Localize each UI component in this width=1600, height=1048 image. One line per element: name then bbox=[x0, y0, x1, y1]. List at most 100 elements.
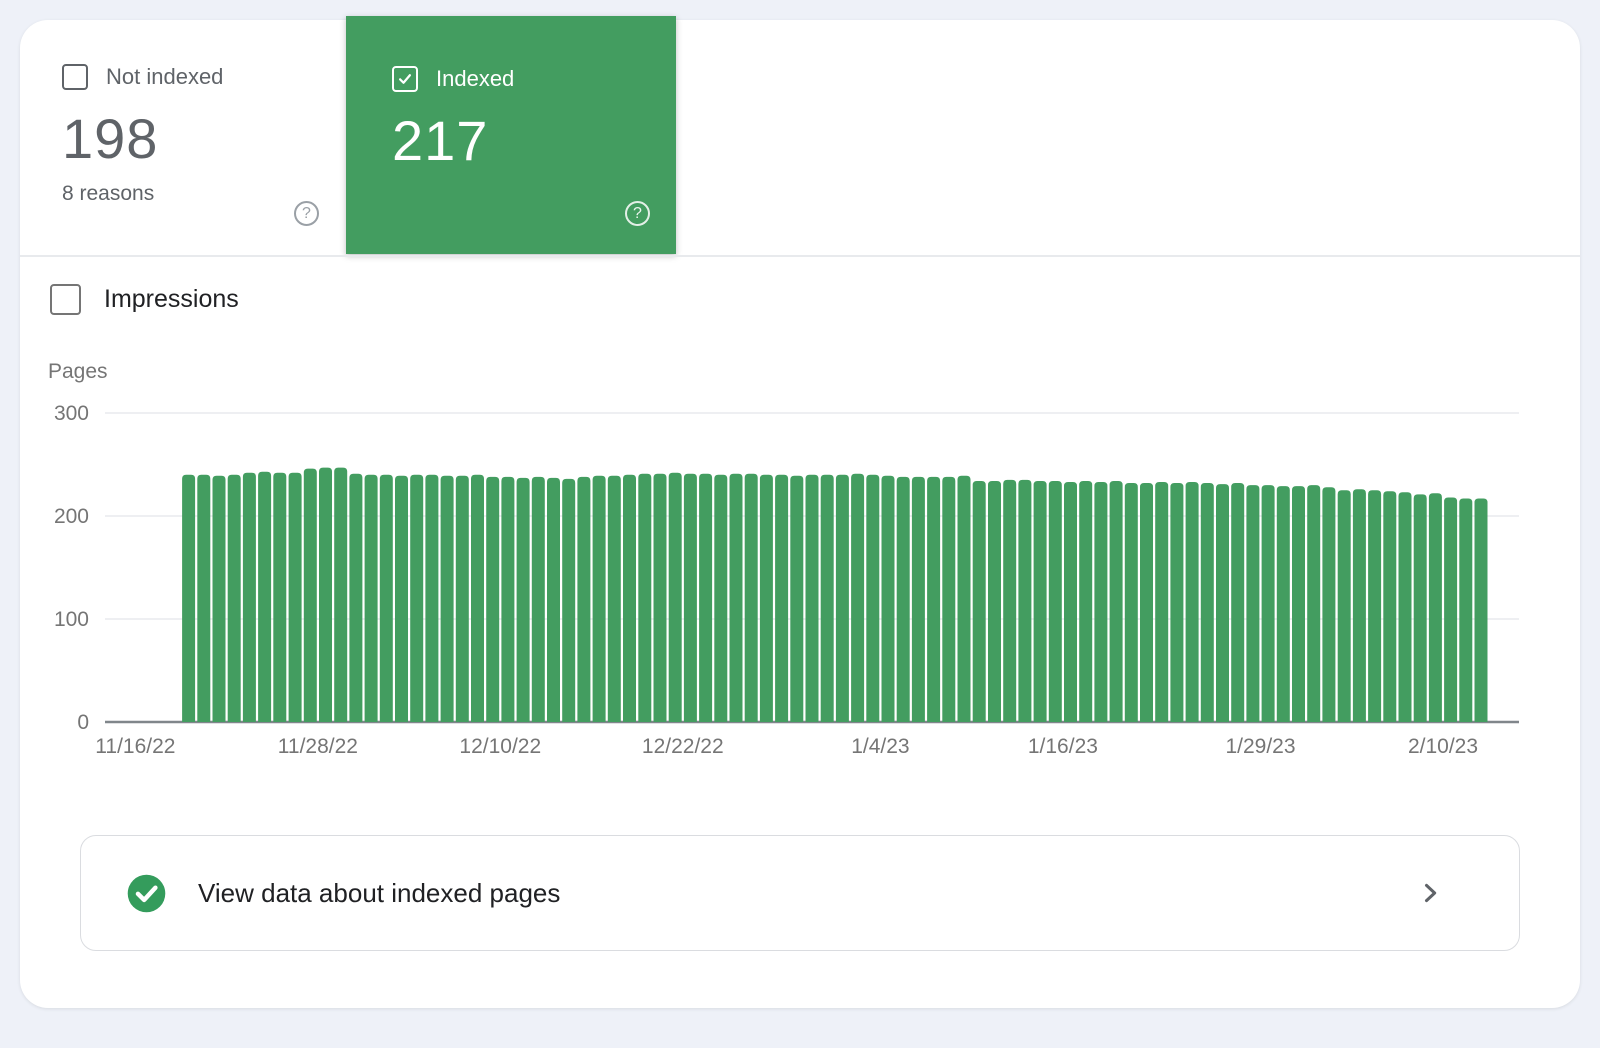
view-indexed-data-link[interactable]: View data about indexed pages bbox=[80, 835, 1520, 951]
not-indexed-reasons: 8 reasons bbox=[62, 182, 155, 205]
chart-bar[interactable] bbox=[319, 467, 332, 722]
chart-bar[interactable] bbox=[957, 475, 971, 722]
chart-bar[interactable] bbox=[440, 475, 454, 722]
chart-bar[interactable] bbox=[1459, 498, 1473, 723]
chart-bar[interactable] bbox=[653, 473, 667, 722]
tile-not-indexed[interactable]: Not indexed 198 8 reasons ? bbox=[20, 20, 346, 252]
chart-bar[interactable] bbox=[699, 473, 713, 722]
help-icon[interactable]: ? bbox=[294, 201, 319, 226]
chart-bar[interactable] bbox=[638, 473, 652, 722]
chart-bar[interactable] bbox=[1185, 482, 1199, 722]
x-tick-label: 11/28/22 bbox=[278, 735, 358, 758]
chart-bar[interactable] bbox=[927, 476, 941, 722]
chart-bar[interactable] bbox=[242, 472, 256, 722]
chart-bar[interactable] bbox=[562, 478, 576, 722]
chart-bar[interactable] bbox=[410, 474, 424, 722]
indexed-checkbox-checked-icon[interactable] bbox=[392, 66, 418, 92]
chart-bar[interactable] bbox=[759, 474, 773, 722]
chart-bar[interactable] bbox=[577, 476, 591, 722]
chart-bar[interactable] bbox=[1048, 481, 1062, 722]
chart-bar[interactable] bbox=[851, 473, 865, 722]
chart-bar[interactable] bbox=[1261, 485, 1275, 722]
chart-bar[interactable] bbox=[1307, 485, 1321, 722]
chart-bar[interactable] bbox=[273, 472, 287, 722]
chart-bar[interactable] bbox=[714, 474, 728, 722]
chart-bar[interactable] bbox=[1018, 479, 1032, 722]
chart-bar[interactable] bbox=[668, 472, 682, 722]
chart-bar[interactable] bbox=[258, 471, 272, 722]
not-indexed-checkbox-unchecked-icon[interactable] bbox=[62, 64, 88, 90]
chart-bar[interactable] bbox=[364, 474, 378, 722]
chart-bar[interactable] bbox=[1170, 483, 1184, 722]
chart-bar[interactable] bbox=[1398, 492, 1412, 722]
chart-bar[interactable] bbox=[425, 474, 439, 722]
chart-bar[interactable] bbox=[1231, 483, 1245, 722]
chart-bar[interactable] bbox=[303, 468, 317, 722]
chart-bar[interactable] bbox=[379, 474, 393, 722]
chart-bar[interactable] bbox=[349, 473, 363, 722]
chart-bar[interactable] bbox=[1109, 481, 1123, 722]
chart-bar[interactable] bbox=[1246, 485, 1260, 722]
chart-bar[interactable] bbox=[197, 474, 211, 722]
chart-bar[interactable] bbox=[547, 477, 560, 722]
chart-bar[interactable] bbox=[942, 476, 956, 722]
chart-bar[interactable] bbox=[790, 475, 804, 722]
chart-bar[interactable] bbox=[1474, 498, 1488, 723]
chart-bar[interactable] bbox=[1216, 484, 1229, 722]
chart-bar[interactable] bbox=[623, 474, 636, 722]
chart-bar[interactable] bbox=[1064, 482, 1077, 722]
chart-bar[interactable] bbox=[1094, 482, 1108, 722]
chart-bar[interactable] bbox=[1079, 481, 1093, 722]
chart-bar[interactable] bbox=[288, 472, 302, 722]
chart-bar[interactable] bbox=[988, 481, 1001, 722]
chart-bar[interactable] bbox=[486, 476, 500, 722]
indexed-count: 217 bbox=[392, 109, 489, 172]
chart-bar[interactable] bbox=[1155, 482, 1169, 722]
chart-bar[interactable] bbox=[227, 474, 241, 722]
chevron-right-icon[interactable] bbox=[1416, 879, 1444, 907]
help-icon[interactable]: ? bbox=[625, 201, 650, 226]
chart-bar[interactable] bbox=[1444, 497, 1458, 723]
tile-indexed[interactable]: Indexed 217 ? bbox=[346, 16, 676, 254]
chart-bar[interactable] bbox=[820, 474, 834, 722]
chart-bar[interactable] bbox=[212, 475, 226, 722]
chart-bar[interactable] bbox=[1428, 493, 1442, 722]
chart-bar[interactable] bbox=[683, 473, 697, 722]
chart-bar[interactable] bbox=[395, 475, 408, 722]
impressions-toggle[interactable]: Impressions bbox=[50, 284, 239, 315]
chart-bar[interactable] bbox=[607, 475, 621, 722]
chart-bar[interactable] bbox=[1337, 490, 1351, 722]
chart-bar[interactable] bbox=[471, 474, 484, 722]
chart-bar[interactable] bbox=[1292, 486, 1305, 722]
chart-bar[interactable] bbox=[866, 474, 880, 722]
chart-bar[interactable] bbox=[911, 476, 925, 722]
impressions-checkbox-unchecked-icon[interactable] bbox=[50, 284, 81, 315]
chart-bar[interactable] bbox=[334, 467, 348, 722]
chart-bar[interactable] bbox=[729, 473, 743, 722]
chart-bar[interactable] bbox=[1124, 483, 1138, 722]
chart-bar[interactable] bbox=[1368, 490, 1382, 722]
chart-bar[interactable] bbox=[972, 481, 986, 722]
chart-bar[interactable] bbox=[805, 474, 819, 722]
chart-bar[interactable] bbox=[1383, 491, 1397, 722]
chart-bar[interactable] bbox=[1276, 486, 1290, 722]
chart-bar[interactable] bbox=[1200, 483, 1214, 722]
chart-bar[interactable] bbox=[182, 474, 196, 722]
chart-bar[interactable] bbox=[1322, 487, 1336, 722]
chart-bar[interactable] bbox=[896, 476, 910, 722]
chart-bar[interactable] bbox=[501, 476, 515, 722]
chart-bar[interactable] bbox=[1140, 483, 1153, 722]
chart-bar[interactable] bbox=[1003, 479, 1017, 722]
chart-bar[interactable] bbox=[1352, 489, 1366, 722]
indexed-pages-chart[interactable]: 0 100 200 300 11/16/22 11/28/22 12/10/22 12/22/… bbox=[20, 375, 1580, 795]
chart-bar[interactable] bbox=[455, 475, 469, 722]
chart-bar[interactable] bbox=[531, 476, 545, 722]
chart-bar[interactable] bbox=[516, 477, 530, 722]
chart-bar[interactable] bbox=[835, 474, 849, 722]
chart-bar[interactable] bbox=[744, 473, 758, 722]
chart-bar[interactable] bbox=[1033, 481, 1047, 722]
chart-bar[interactable] bbox=[775, 474, 789, 722]
chart-bar[interactable] bbox=[881, 475, 895, 722]
chart-bar[interactable] bbox=[592, 475, 606, 722]
chart-bar[interactable] bbox=[1413, 494, 1427, 722]
